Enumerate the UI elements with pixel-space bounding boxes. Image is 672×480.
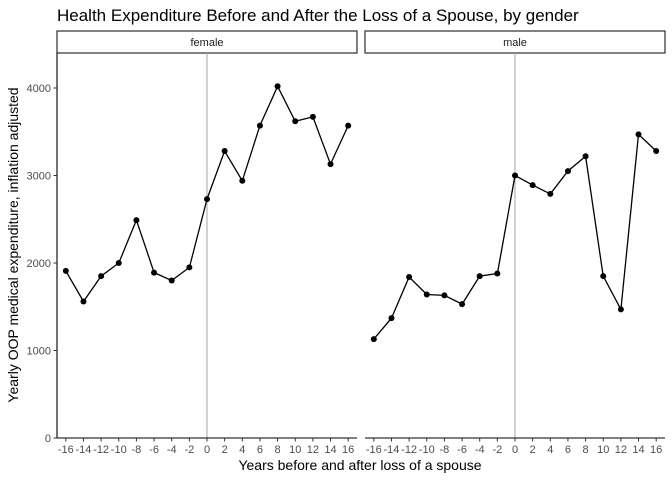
data-point [221,148,228,154]
facet-strip-label: male [503,37,527,49]
data-point [582,153,589,160]
x-tick-label: 10 [597,444,609,456]
x-tick-label: -2 [184,444,194,456]
x-tick-label: -8 [440,444,450,456]
data-point [80,298,87,305]
x-tick-label: 16 [342,444,354,456]
data-point [239,177,246,184]
x-tick-label: -2 [492,444,502,456]
x-tick-label: -16 [58,444,74,456]
data-point [423,291,430,298]
x-tick-label: -14 [384,444,400,456]
x-tick-label: 6 [257,444,263,456]
x-tick-label: 10 [289,444,301,456]
data-point [388,315,395,322]
y-axis-title: Yearly OOP medical expenditure, inflatio… [5,87,21,402]
data-point [547,190,554,197]
data-point [635,131,642,138]
x-tick-label: 14 [324,444,336,456]
data-point [512,172,518,179]
data-point [292,118,299,125]
data-point [115,260,122,266]
x-tick-label: -12 [401,444,417,456]
data-point [600,273,607,280]
data-point [327,161,334,168]
y-tick-label: 2000 [27,258,51,270]
x-tick-label: 6 [565,444,571,456]
facet-panel-male: male -16 -14 -12 -10 -8 -6 -4 -2 0 2 4 6 8 10 12 14 16 [364,30,666,456]
data-point [494,270,501,277]
data-point [370,336,377,343]
chart-title: Health Expenditure Before and After the … [57,6,579,25]
x-tick-label: 2 [222,444,228,456]
x-tick-label: -10 [111,444,127,456]
x-tick-label: -12 [93,444,109,456]
data-point [653,148,660,154]
data-point [151,269,158,276]
data-point [345,122,352,129]
facet-strip-label: female [190,37,223,49]
data-point [476,273,483,280]
x-tick-label: -4 [475,444,485,456]
x-tick-label: -8 [132,444,142,456]
x-tick-label: -4 [167,444,177,456]
data-point [441,292,448,299]
data-point [62,267,69,274]
data-point [186,264,193,271]
x-tick-label: -10 [419,444,435,456]
x-tick-label: 0 [204,444,210,456]
x-tick-label: -6 [457,444,467,456]
data-point [98,273,105,280]
data-point [274,83,281,90]
data-point [309,113,316,120]
x-tick-label: 0 [512,444,518,456]
y-tick-label: 0 [45,433,51,445]
data-point [617,306,624,313]
x-tick-label: 8 [583,444,589,456]
x-tick-label: 4 [547,444,553,456]
x-axis-title: Years before and after loss of a spouse [238,457,481,473]
x-tick-label: 16 [650,444,662,456]
y-tick-label: 1000 [27,346,51,358]
x-tick-label: 4 [239,444,245,456]
y-tick-label: 3000 [27,171,51,183]
data-point [168,277,175,284]
x-tick-label: 14 [632,444,644,456]
x-tick-label: 8 [275,444,281,456]
x-tick-label: 12 [615,444,627,456]
x-tick-label: 2 [530,444,536,456]
y-tick-label: 4000 [27,83,51,95]
data-point [256,122,263,129]
x-tick-label: -14 [76,444,92,456]
data-point [133,217,140,224]
data-point [459,301,466,308]
data-point [204,196,210,203]
x-tick-label: -16 [366,444,382,456]
data-point [529,182,536,189]
x-tick-label: -6 [149,444,159,456]
data-point [406,274,413,280]
x-tick-label: 12 [307,444,319,456]
data-point [564,168,571,175]
